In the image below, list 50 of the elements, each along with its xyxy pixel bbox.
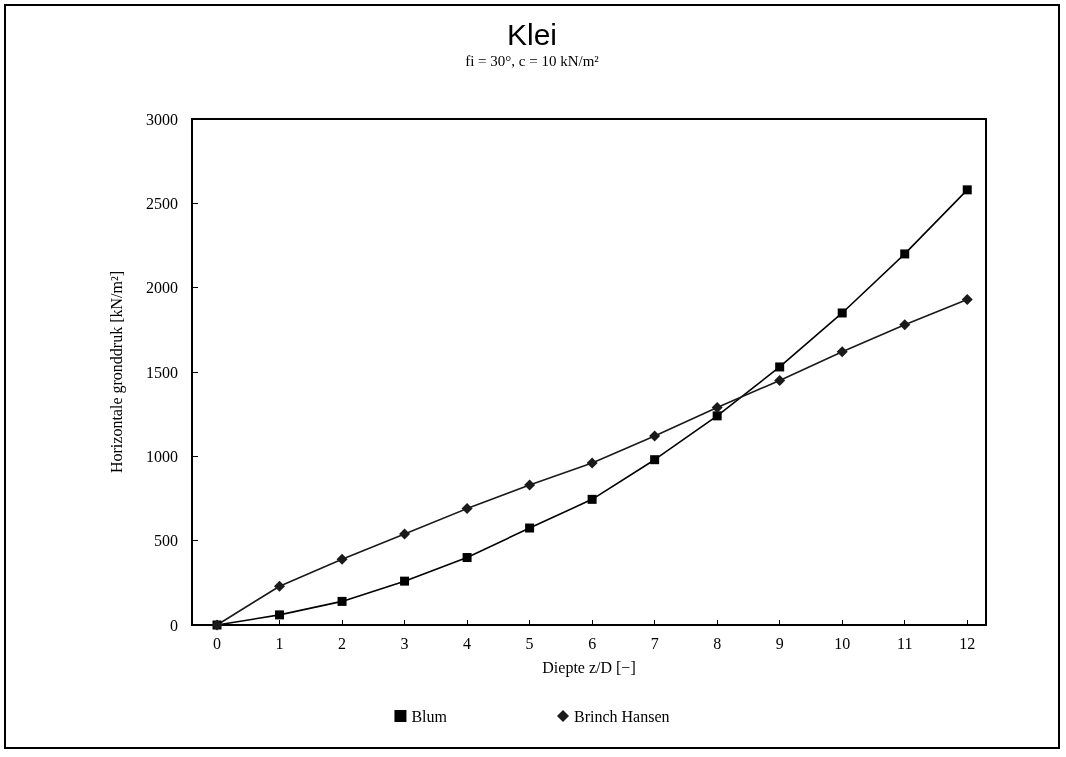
x-tick-label: 9	[775, 634, 784, 652]
x-tick-label: 0	[213, 634, 222, 652]
x-tick-label: 4	[463, 634, 472, 652]
point	[962, 185, 972, 195]
x-axis-title: Diepte z/D [−]	[542, 658, 636, 677]
point	[900, 249, 910, 259]
x-tick-label: 7	[650, 634, 659, 652]
y-tick-label: 3000	[146, 110, 178, 128]
chart-title: Klei	[506, 17, 558, 51]
point	[399, 528, 411, 540]
point	[961, 293, 973, 305]
legend-label: Brinch Hansen	[574, 707, 670, 725]
point	[837, 308, 847, 318]
point	[275, 610, 285, 620]
x-tick-label: 6	[588, 634, 597, 652]
x-tick-label: 8	[713, 634, 722, 652]
legend-label: Blum	[411, 707, 448, 725]
chart-subtitle: fi = 30°, c = 10 kN/m²	[465, 52, 600, 69]
x-tick-label: 5	[525, 634, 534, 652]
point	[524, 479, 536, 491]
point	[336, 553, 348, 565]
x-tick-label: 3	[400, 634, 409, 652]
point	[711, 401, 723, 413]
point	[650, 455, 660, 465]
y-tick-label: 500	[154, 532, 178, 550]
point	[525, 523, 535, 533]
y-tick-label: 1000	[146, 447, 178, 465]
point	[400, 576, 410, 586]
point	[899, 319, 911, 331]
point	[775, 362, 785, 372]
x-tick-label: 12	[959, 634, 976, 652]
y-tick-label: 2000	[146, 279, 178, 297]
x-tick-label: 2	[338, 634, 347, 652]
point	[461, 503, 473, 515]
y-tick-label: 1500	[146, 363, 178, 381]
point	[586, 457, 598, 469]
y-axis-title: Horizontale gronddruk [kN/m²]	[107, 270, 126, 474]
x-tick-label: 1	[275, 634, 284, 652]
point	[337, 596, 347, 606]
point	[462, 553, 472, 563]
point	[587, 494, 597, 504]
point	[274, 580, 286, 592]
y-tick-label: 2500	[146, 194, 178, 212]
x-tick-label: 11	[897, 634, 913, 652]
point	[712, 411, 722, 421]
point	[774, 374, 786, 386]
x-tick-label: 10	[834, 634, 851, 652]
point	[649, 430, 661, 442]
point	[836, 346, 848, 358]
y-tick-label: 0	[170, 616, 178, 634]
